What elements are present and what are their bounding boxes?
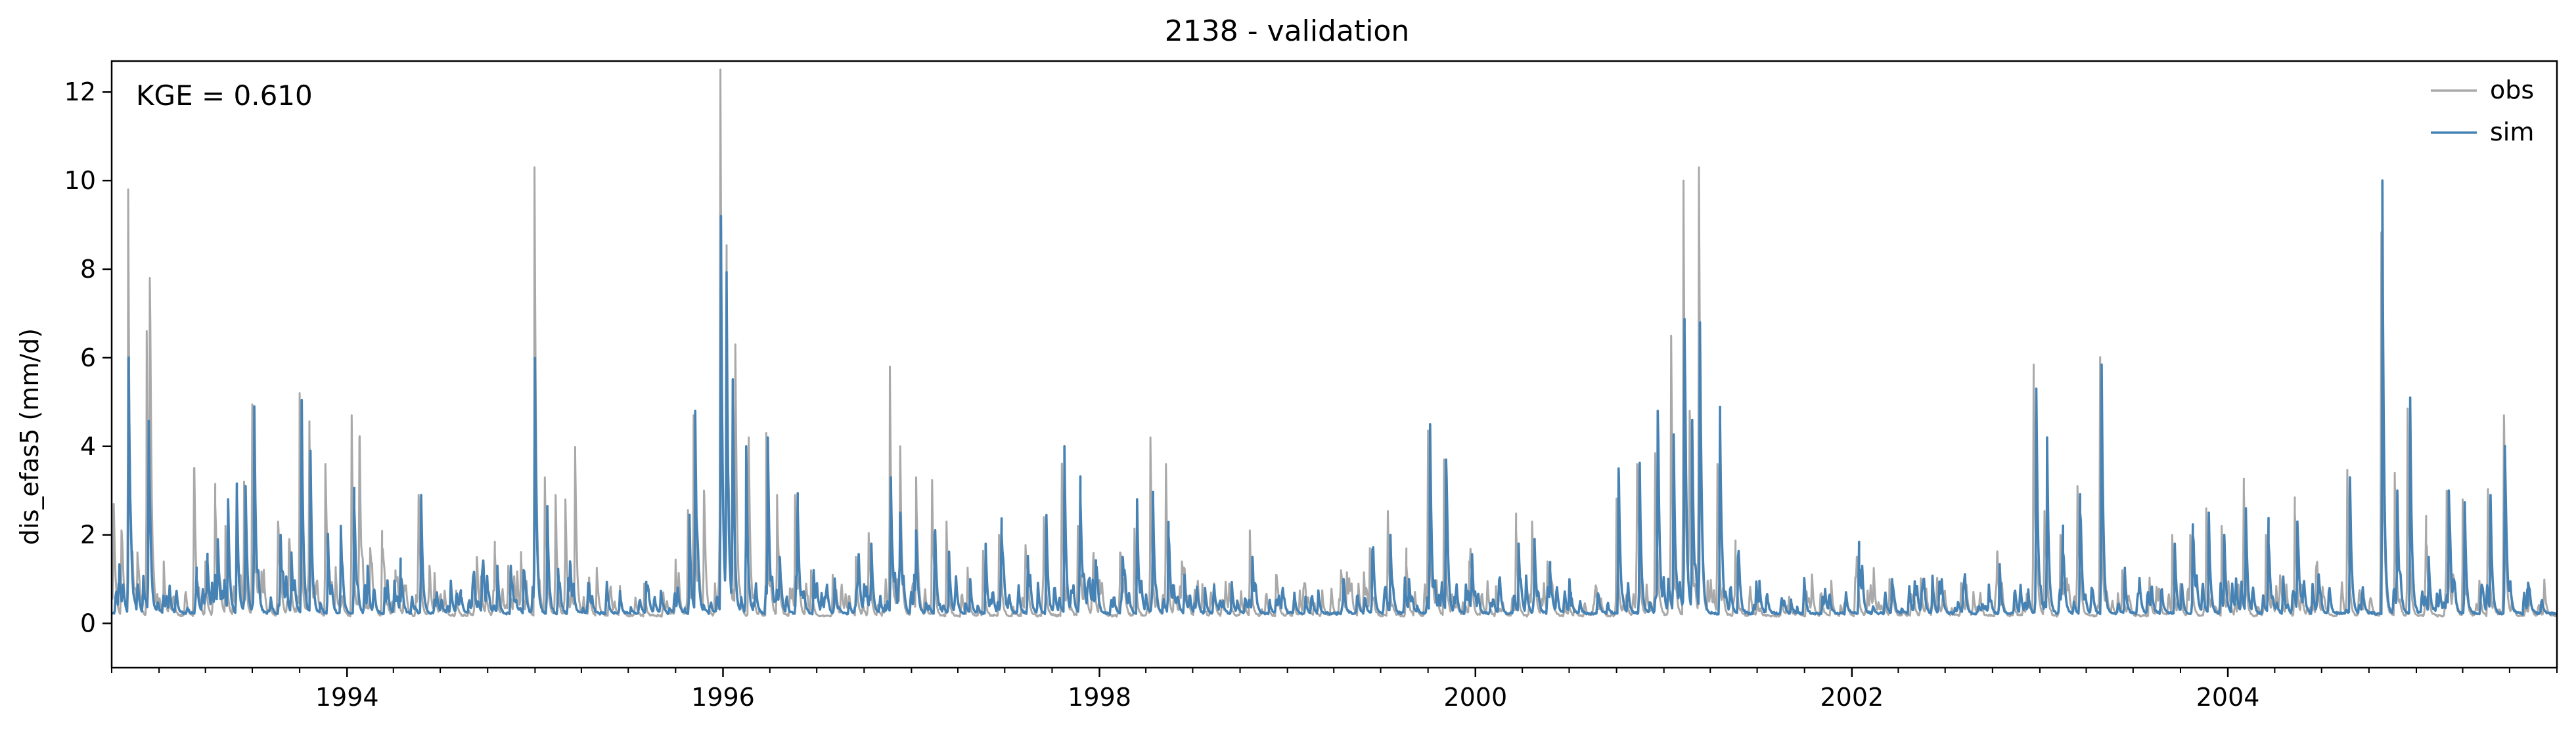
chart-title: 2138 - validation: [1165, 14, 1409, 48]
y-tick-label: 8: [80, 255, 96, 284]
y-tick-label: 2: [80, 521, 96, 550]
x-tick-label: 2004: [2196, 683, 2260, 712]
x-axis: 1994 1996 1998 2000 2002 2004: [111, 668, 2558, 712]
y-tick-label: 4: [80, 432, 96, 461]
y-tick-label: 12: [64, 77, 96, 106]
y-axis: 0 2 4 6 8 10 12: [64, 77, 112, 638]
plot-frame: [110, 60, 2558, 669]
legend-label-sim: sim: [2490, 118, 2534, 146]
x-tick-label: 1994: [315, 683, 379, 712]
series-line-sim: [111, 179, 2558, 616]
x-tick-label: 2002: [1820, 683, 1884, 712]
legend: obs sim: [2431, 76, 2534, 146]
x-tick-label: 1996: [691, 683, 755, 712]
kge-annotation: KGE = 0.610: [136, 79, 313, 112]
y-tick-label: 6: [80, 343, 96, 372]
y-tick-label: 0: [80, 609, 96, 638]
y-axis-label: dis_efas5 (mm/d): [15, 328, 44, 545]
plot-lines: [111, 68, 2558, 618]
x-tick-label: 2000: [1443, 683, 1507, 712]
legend-label-obs: obs: [2490, 76, 2534, 104]
x-tick-label: 1998: [1068, 683, 1131, 712]
y-tick-label: 10: [64, 166, 96, 195]
